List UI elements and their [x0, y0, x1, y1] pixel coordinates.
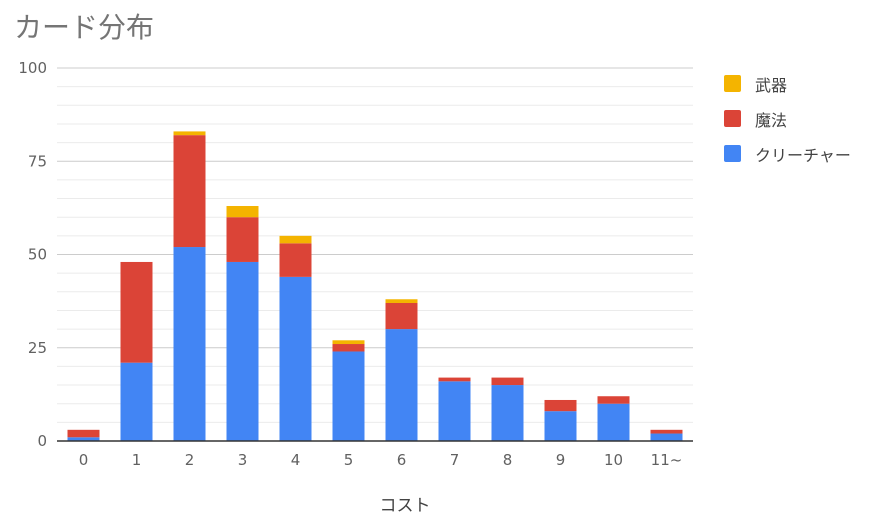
legend-label-spell: 魔法 — [755, 110, 788, 130]
legend-swatch-weapon — [724, 75, 741, 92]
bar-segment — [650, 433, 683, 441]
legend-item-weapon[interactable]: 武器 — [724, 66, 851, 101]
legend: 武器 魔法 クリーチャー — [724, 66, 851, 171]
bar-segment — [491, 377, 524, 386]
bar-segment — [597, 396, 630, 404]
bar-segment — [173, 131, 206, 136]
bar-segment — [332, 351, 365, 441]
bar-segment — [67, 429, 100, 438]
bar-segment — [279, 243, 312, 277]
x-tick-label: 8 — [503, 451, 513, 469]
legend-swatch-creature — [724, 145, 741, 162]
x-tick-label: 11~ — [651, 451, 683, 469]
bar-segment — [438, 381, 471, 441]
bar-segment — [650, 429, 683, 434]
x-tick-label: 9 — [556, 451, 566, 469]
bar-segment — [279, 276, 312, 441]
y-tick-label: 75 — [28, 152, 47, 170]
bar-segment — [226, 261, 259, 441]
bar-segment — [491, 385, 524, 441]
bar-segment — [332, 340, 365, 345]
y-tick-label: 25 — [28, 339, 47, 357]
bar-segment — [544, 411, 577, 441]
x-tick-label: 3 — [238, 451, 248, 469]
x-tick-label: 1 — [132, 451, 142, 469]
bar-segment — [597, 403, 630, 441]
y-tick-label: 50 — [28, 246, 47, 264]
bar-segment — [120, 362, 153, 441]
bar-segment — [332, 344, 365, 352]
x-tick-label: 4 — [291, 451, 301, 469]
chart-title: カード分布 — [14, 11, 155, 44]
y-tick-label: 100 — [18, 59, 47, 77]
legend-label-weapon: 武器 — [755, 75, 788, 95]
bar-segment — [173, 247, 206, 441]
bar-segment — [385, 302, 418, 330]
x-tick-label: 0 — [79, 451, 89, 469]
bar-segment — [226, 206, 259, 218]
legend-swatch-spell — [724, 110, 741, 127]
x-tick-label: 6 — [397, 451, 407, 469]
x-axis-title: コスト — [380, 496, 431, 516]
bar-segment — [438, 377, 471, 382]
bar-segment — [226, 217, 259, 262]
bar-segment — [279, 235, 312, 244]
bar-segment — [173, 135, 206, 248]
x-tick-label: 7 — [450, 451, 460, 469]
bar-segment — [67, 437, 100, 441]
bar-segment — [544, 399, 577, 412]
legend-item-spell[interactable]: 魔法 — [724, 101, 851, 136]
y-tick-label: 0 — [37, 432, 47, 450]
bar-segment — [385, 299, 418, 303]
x-tick-label: 2 — [185, 451, 195, 469]
bar-segment — [385, 329, 418, 441]
x-tick-label: 5 — [344, 451, 354, 469]
x-tick-label: 10 — [604, 451, 623, 469]
bar-segment — [120, 261, 153, 363]
legend-item-creature[interactable]: クリーチャー — [724, 136, 851, 171]
legend-label-creature: クリーチャー — [755, 145, 851, 165]
